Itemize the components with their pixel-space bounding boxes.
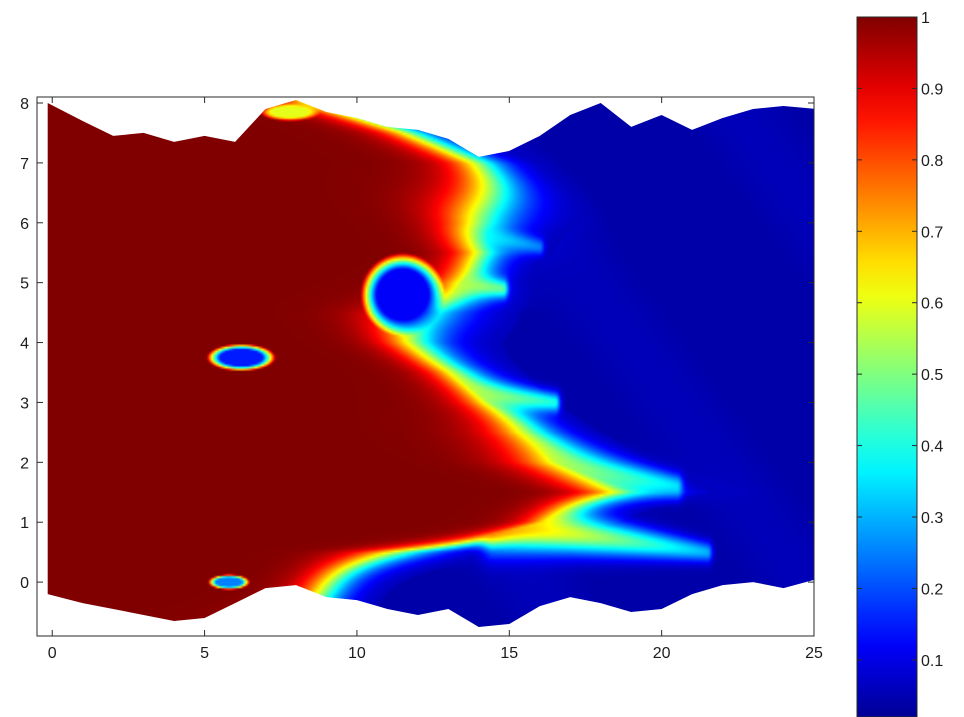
- y-tick-label: 7: [20, 156, 29, 173]
- y-tick-label: 2: [20, 455, 29, 472]
- axes-frame: [36, 96, 815, 637]
- colorbar-tick-label: 0.3: [921, 510, 943, 527]
- y-tick-label: 3: [20, 395, 29, 412]
- y-tick-label: 4: [20, 336, 29, 353]
- x-axis: 0 5 10 15 20 25: [48, 97, 823, 662]
- colorbar-ticks: 0.1 0.2 0.3 0.4 0.5 0.6 0.7 0.8 0.9 1: [857, 10, 943, 670]
- y-tick-label: 0: [20, 575, 29, 592]
- heatmap-layer: [47, 100, 814, 627]
- x-tick-label: 15: [500, 645, 518, 662]
- x-tick-label: 20: [653, 645, 671, 662]
- colorbar-tick-label: 1: [921, 10, 930, 27]
- colorbar-gradient: [856, 16, 918, 717]
- x-tick-label: 10: [348, 645, 366, 662]
- colorbar-tick-label: 0.7: [921, 224, 943, 241]
- y-tick-label: 5: [20, 276, 29, 293]
- y-tick-label: 6: [20, 216, 29, 233]
- colorbar-tick-label: 0.2: [921, 581, 943, 598]
- x-tick-label: 25: [805, 645, 823, 662]
- y-tick-label: 1: [20, 515, 29, 532]
- x-tick-label: 5: [200, 645, 209, 662]
- colorbar-tick-label: 0.6: [921, 296, 943, 313]
- heatmap-image: [47, 100, 814, 627]
- x-tick-label: 0: [48, 645, 57, 662]
- y-tick-label: 8: [20, 96, 29, 113]
- colorbar-tick-label: 0.5: [921, 367, 943, 384]
- colorbar-tick-label: 0.4: [921, 439, 943, 456]
- colorbar-tick-label: 0.1: [921, 653, 943, 670]
- colorbar-tick-label: 0.8: [921, 153, 943, 170]
- colorbar-tick-label: 0.9: [921, 81, 943, 98]
- y-axis: 0 1 2 3 4 5 6 7 8: [20, 96, 814, 592]
- colorbar: 0.1 0.2 0.3 0.4 0.5 0.6 0.7 0.8 0.9 1: [856, 10, 943, 717]
